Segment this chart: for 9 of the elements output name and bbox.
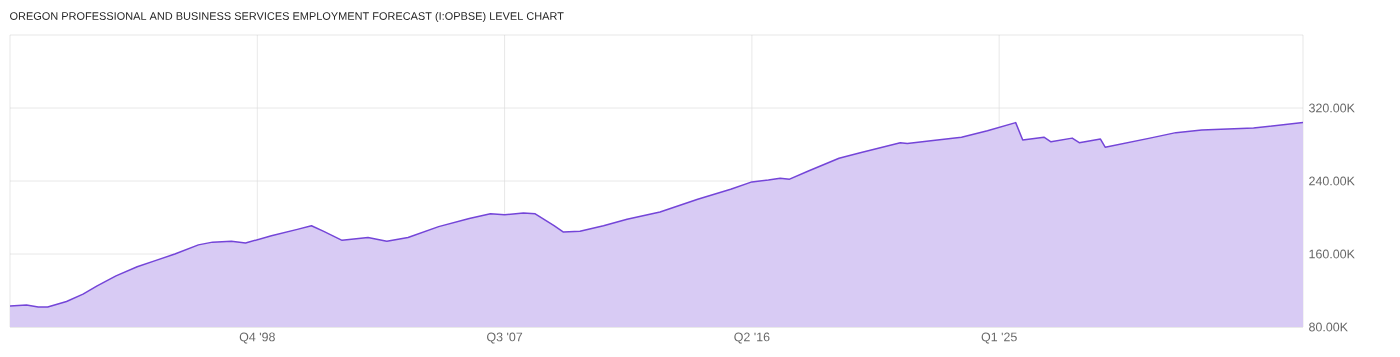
y-tick-label: 160.00K [1309,249,1355,259]
y-tick-label: 80.00K [1309,322,1348,332]
y-tick-label: 240.00K [1309,176,1355,186]
x-tick-label: Q1 '25 [981,332,1017,344]
chart-title: OREGON PROFESSIONAL AND BUSINESS SERVICES EMPLOYMENT FORECAST (I:OPBSE) LEVEL CHART [10,11,564,23]
x-tick-label: Q2 '16 [734,332,770,344]
x-tick-label: Q3 '07 [487,332,523,344]
x-tick-label: Q4 '98 [239,332,275,344]
y-tick-label: 320.00K [1308,103,1355,113]
